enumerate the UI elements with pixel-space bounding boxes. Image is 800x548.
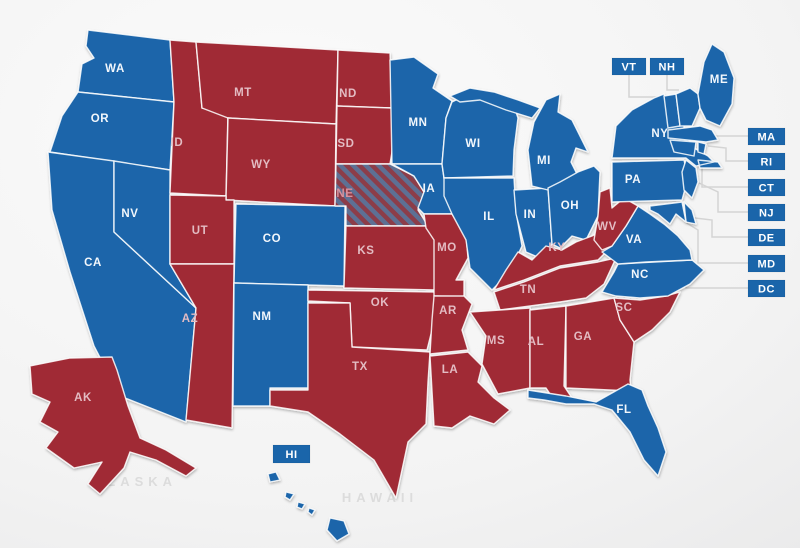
- state-nc[interactable]: [601, 259, 705, 299]
- callout-label-dc: DC: [758, 284, 775, 296]
- state-ak[interactable]: [29, 356, 197, 495]
- callout-label-nj: NJ: [759, 208, 774, 220]
- state-nj[interactable]: [681, 159, 699, 199]
- leader-line-nh: [666, 75, 679, 91]
- state-ri[interactable]: [697, 141, 707, 155]
- state-nm[interactable]: [232, 282, 309, 407]
- callout-box-hi[interactable]: HI: [272, 444, 311, 464]
- callout-label-ct: CT: [759, 183, 775, 195]
- state-sd[interactable]: [335, 105, 395, 165]
- state-ms[interactable]: [469, 307, 531, 395]
- callout-box-ct[interactable]: CT: [747, 178, 786, 197]
- states-layer: [29, 29, 735, 542]
- state-tx[interactable]: [269, 302, 431, 499]
- callout-label-nh: NH: [659, 62, 676, 74]
- state-la[interactable]: [429, 351, 511, 429]
- callout-label-hi: HI: [286, 449, 298, 461]
- state-md[interactable]: [649, 201, 687, 225]
- state-wy[interactable]: [225, 117, 337, 207]
- callout-label-ma: MA: [757, 132, 775, 144]
- callout-label-vt: VT: [621, 62, 636, 74]
- state-ky[interactable]: [493, 227, 619, 291]
- state-co[interactable]: [233, 203, 346, 287]
- callout-label-de: DE: [758, 233, 774, 245]
- state-ct[interactable]: [669, 139, 697, 157]
- state-fl[interactable]: [527, 383, 667, 477]
- state-az[interactable]: [169, 263, 235, 429]
- state-nh[interactable]: [675, 87, 701, 127]
- callout-box-ma[interactable]: MA: [747, 127, 786, 146]
- leader-line-md: [684, 221, 748, 264]
- leader-line-vt: [628, 75, 660, 98]
- hawaii-watermark: HAWAII: [342, 490, 418, 505]
- state-ar[interactable]: [429, 295, 473, 355]
- callout-box-md[interactable]: MD: [747, 254, 786, 273]
- state-ks[interactable]: [343, 225, 439, 291]
- leader-line-nj: [698, 182, 748, 213]
- state-tn[interactable]: [493, 257, 617, 311]
- state-sc[interactable]: [613, 291, 681, 343]
- state-ut[interactable]: [169, 194, 235, 265]
- leader-line-de: [694, 217, 748, 238]
- leader-line-ri: [707, 145, 748, 162]
- callout-box-ri[interactable]: RI: [747, 152, 786, 171]
- state-me[interactable]: [697, 43, 735, 127]
- state-mt[interactable]: [195, 41, 339, 125]
- state-hi-islands[interactable]: [267, 471, 350, 542]
- state-pa[interactable]: [611, 159, 689, 203]
- callout-box-dc[interactable]: DC: [747, 279, 786, 298]
- callout-box-nj[interactable]: NJ: [747, 203, 786, 222]
- callout-box-vt[interactable]: VT: [611, 57, 647, 76]
- state-ma[interactable]: [667, 125, 719, 143]
- callout-label-ri: RI: [761, 157, 773, 169]
- callout-label-md: MD: [757, 259, 775, 271]
- state-nd[interactable]: [336, 49, 393, 109]
- callout-box-de[interactable]: DE: [747, 228, 786, 247]
- callout-box-nh[interactable]: NH: [649, 57, 685, 76]
- state-wa[interactable]: [77, 29, 175, 103]
- callout-boxes-layer: VT NH MA RI CT NJ DE MD: [272, 57, 786, 464]
